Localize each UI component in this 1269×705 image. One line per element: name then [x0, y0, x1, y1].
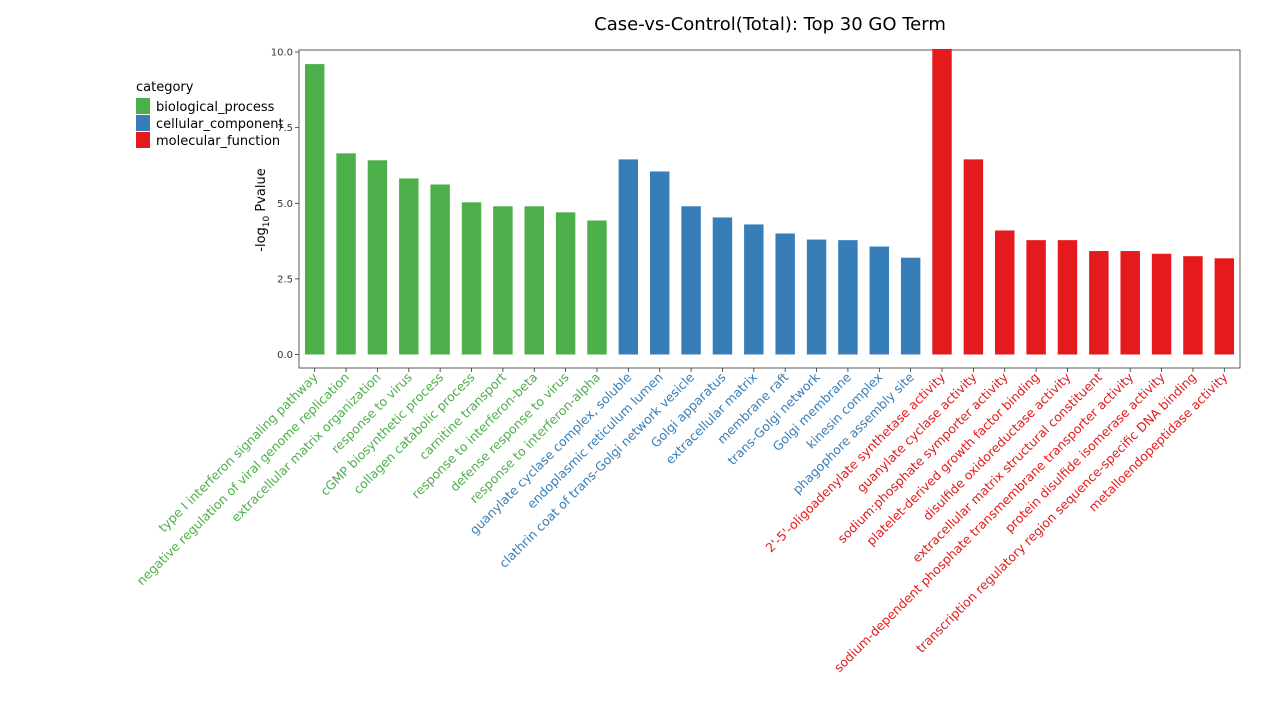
y-axis-label-main: -log [254, 227, 269, 252]
legend-key-molecular-function [136, 132, 150, 148]
x-tick-label: negative regulation of viral genome repl… [134, 370, 353, 589]
bar [461, 202, 482, 355]
legend-title: category [136, 80, 194, 95]
bar [399, 178, 419, 355]
y-axis-label-sub: 10 [262, 215, 272, 227]
legend-key-cellular-component [136, 115, 150, 131]
bar [555, 212, 576, 355]
y-tick-label: 5.0 [277, 199, 293, 210]
bar [304, 64, 325, 355]
bar [430, 184, 450, 355]
y-axis: 0.0 2.5 5.0 7.5 10.0 [271, 48, 299, 361]
legend: category biological_process cellular_comp… [136, 80, 284, 149]
bar [367, 160, 388, 355]
bar [493, 206, 513, 355]
bar [618, 159, 639, 355]
bar [1214, 258, 1235, 355]
bar [932, 48, 952, 355]
y-tick-label: 10.0 [271, 48, 293, 59]
bar [1057, 240, 1078, 355]
chart-title: Case-vs-Control(Total): Top 30 GO Term [594, 14, 946, 35]
bar [712, 217, 733, 355]
y-axis-label-tail: Pvalue [254, 168, 269, 215]
bar [963, 159, 984, 355]
bar [869, 246, 890, 355]
bar [744, 224, 764, 355]
bar [1183, 256, 1203, 355]
bar [775, 233, 795, 355]
bar [900, 257, 921, 355]
legend-label-biological-process: biological_process [156, 100, 275, 115]
bar [806, 239, 827, 355]
bar [995, 230, 1015, 355]
bars-group [304, 48, 1235, 355]
bar [587, 220, 607, 355]
y-tick-label: 2.5 [277, 274, 293, 285]
bar [681, 206, 701, 355]
plot-panel [298, 49, 1241, 369]
bar [838, 240, 858, 355]
y-axis-label: -log10 Pvalue [254, 168, 272, 251]
bar [336, 153, 356, 355]
bar [649, 171, 670, 355]
bar [1151, 253, 1172, 355]
legend-key-biological-process [136, 98, 150, 114]
legend-label-cellular-component: cellular_component [156, 117, 284, 132]
x-axis: type I interferon signaling pathwaynegat… [134, 368, 1231, 675]
bar [1120, 251, 1140, 355]
legend-label-molecular-function: molecular_function [156, 134, 280, 149]
y-tick-label: 7.5 [277, 123, 293, 134]
y-tick-label: 0.0 [277, 350, 293, 361]
bar [1026, 240, 1046, 355]
bar [1089, 251, 1109, 355]
bar [524, 206, 544, 355]
